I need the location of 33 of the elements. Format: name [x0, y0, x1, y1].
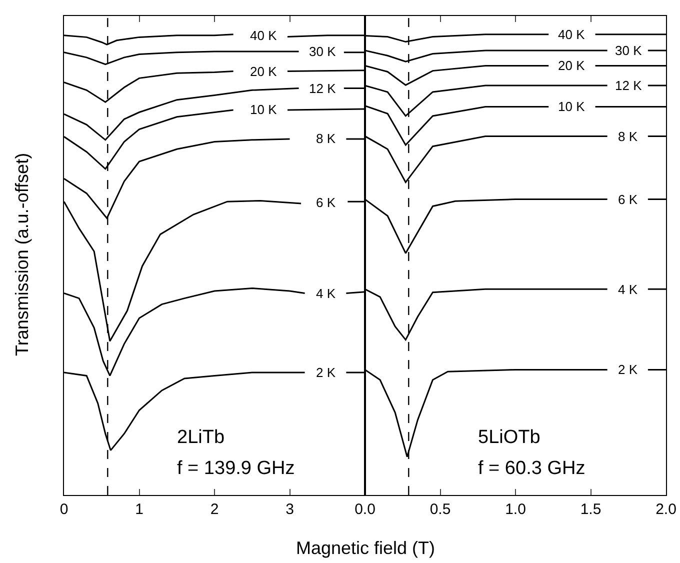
x-tick-label: 0.5 — [430, 501, 451, 518]
annotation: 2LiTb — [177, 427, 225, 448]
series-label: 4 K — [316, 286, 336, 301]
y-axis-title: Transmission (a.u.-offset) — [12, 152, 32, 356]
x-tick-label: 3 — [286, 501, 294, 518]
series-label: 6 K — [316, 195, 336, 210]
x-tick-label: 1 — [135, 501, 144, 518]
series-label: 8 K — [316, 131, 336, 146]
x-tick-label: 1.5 — [580, 501, 602, 518]
series-label: 40 K — [558, 27, 586, 42]
annotation: f = 60.3 GHz — [478, 458, 586, 479]
x-tick-label: 2 — [210, 501, 219, 518]
series-label: 12 K — [309, 81, 336, 96]
series-label: 2 K — [618, 362, 638, 377]
x-axis-title: Magnetic field (T) — [296, 538, 436, 558]
series-label: 30 K — [309, 44, 336, 59]
series-label: 8 K — [618, 129, 638, 144]
series-label: 6 K — [618, 192, 638, 207]
x-tick-label: 0 — [60, 501, 68, 518]
series-label: 30 K — [615, 43, 642, 58]
series-label: 20 K — [558, 58, 586, 73]
series-label: 20 K — [250, 64, 278, 79]
annotation: f = 139.9 GHz — [177, 458, 295, 479]
x-tick-label: 2.0 — [656, 501, 676, 518]
series-label: 40 K — [250, 28, 278, 43]
series-label: 4 K — [618, 282, 638, 297]
annotation: 5LiOTb — [478, 427, 540, 448]
series-label: 2 K — [316, 365, 336, 380]
x-tick-label: 1.0 — [505, 501, 526, 518]
x-tick-label: 0.0 — [354, 501, 376, 518]
series-label: 10 K — [558, 99, 586, 114]
series-label: 12 K — [615, 78, 642, 93]
series-label: 10 K — [250, 102, 278, 117]
